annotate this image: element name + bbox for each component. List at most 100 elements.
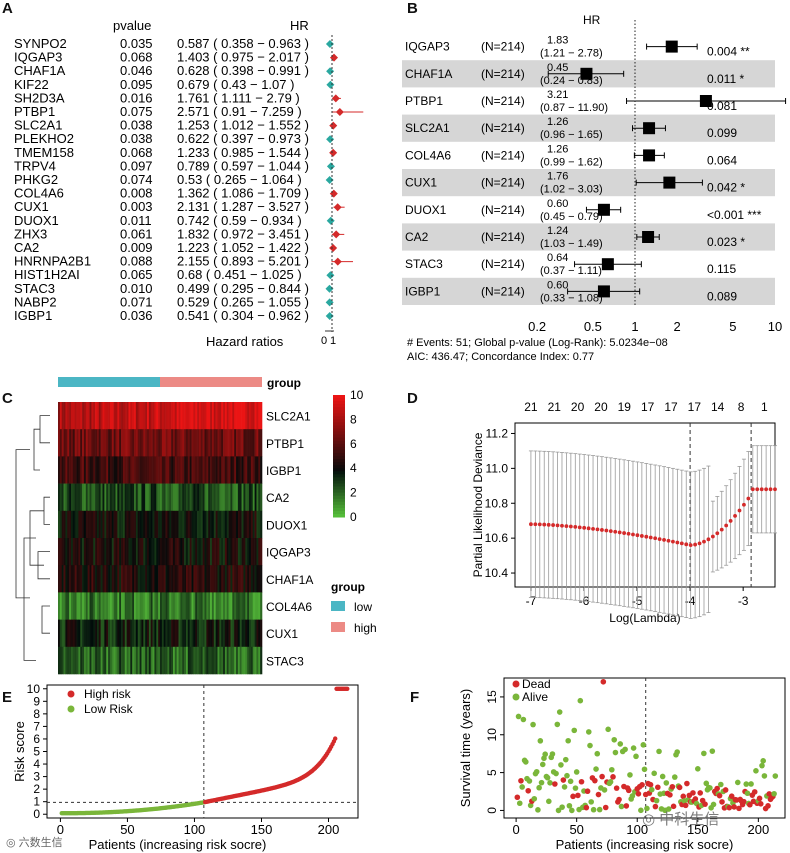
heatmap-cell	[87, 402, 90, 430]
alive-point	[539, 761, 546, 768]
heatmap-cell	[63, 538, 66, 566]
heatmap-cell	[187, 565, 190, 593]
alive-point	[531, 795, 538, 802]
heatmap-cell	[111, 483, 114, 512]
heatmap-cell	[174, 456, 177, 484]
heatmap-cell	[198, 456, 202, 484]
heatmap-cell	[148, 483, 152, 512]
heatmap-cell	[245, 429, 248, 457]
heatmap-cell	[80, 402, 83, 430]
heatmap-cell	[163, 483, 166, 512]
hr-label: 0.541 ( 0.304 − 0.962 )	[177, 308, 309, 323]
heatmap-cell	[193, 510, 196, 539]
heatmap-cell	[156, 619, 159, 648]
heatmap-cell	[171, 402, 174, 430]
top-tick: 14	[711, 400, 725, 414]
scale-cell	[333, 407, 345, 411]
heatmap-cell	[91, 429, 94, 457]
alive-point	[526, 778, 533, 784]
heatmap-cell	[137, 565, 140, 593]
heatmap-cell	[80, 646, 83, 675]
heatmap-cell	[208, 510, 211, 539]
heatmap-cell	[195, 510, 198, 539]
xtick-label: 150	[251, 822, 273, 837]
gene-label: COL4A6	[405, 148, 451, 162]
heatmap-cell	[148, 402, 152, 430]
heatmap-cell	[228, 646, 231, 675]
heatmap-cell	[143, 538, 146, 566]
heatmap-cell	[106, 510, 109, 539]
heatmap-cell	[91, 592, 94, 620]
hr-label: 0.742 ( 0.59 − 0.934 )	[177, 213, 302, 228]
heatmap-cell	[135, 619, 139, 648]
heatmap-cell	[161, 483, 165, 512]
heatmap-cell	[115, 538, 118, 566]
heatmap-cell	[208, 538, 211, 566]
heatmap-cell	[167, 592, 170, 620]
heatmap-cell	[254, 646, 257, 675]
heatmap-cell	[58, 538, 61, 566]
heatmap-cell	[193, 592, 196, 620]
heatmap-cell	[187, 402, 190, 430]
heatmap-cell	[185, 619, 189, 648]
heatmap-cell	[117, 619, 120, 648]
heatmap-cell	[228, 456, 231, 484]
hr-marker	[329, 148, 338, 157]
heatmap-cell	[130, 646, 133, 675]
heatmap-cell	[96, 592, 100, 620]
heatmap-cell	[61, 646, 64, 675]
heatmap-cell	[89, 565, 92, 593]
heatmap-cell	[139, 592, 142, 620]
alive-point	[567, 778, 574, 785]
heatmap-cell	[197, 592, 200, 620]
heatmap-cell	[249, 456, 252, 484]
heatmap-cell	[152, 483, 155, 512]
heatmap-cell	[158, 646, 161, 675]
pvalue-label: 0.016	[120, 90, 153, 105]
heatmap-cell	[143, 402, 146, 430]
dead-point	[697, 790, 704, 796]
heatmap-cell	[215, 510, 218, 539]
heatmap-cell	[91, 565, 94, 593]
heatmap-cell	[219, 646, 222, 675]
heatmap-cell	[258, 592, 261, 620]
heatmap-cell	[223, 402, 226, 430]
heatmap-cell	[182, 402, 185, 430]
alive-point	[594, 750, 601, 757]
heatmap-cell	[243, 646, 246, 675]
heatmap-cell	[187, 646, 190, 675]
heatmap-cell	[185, 483, 189, 512]
heatmap-cell	[113, 402, 116, 430]
heatmap-cell	[245, 402, 248, 430]
hr-label: 0.529 ( 0.265 − 1.055 )	[177, 294, 309, 309]
heatmap-cell	[184, 565, 187, 593]
heatmap-cell	[104, 456, 107, 484]
gene-label: CUX1	[14, 199, 49, 214]
hr-label: 1.233 ( 0.985 − 1.544 )	[177, 145, 309, 160]
heatmap-cell	[76, 429, 79, 457]
heatmap-cell	[83, 565, 87, 593]
heatmap-cell	[200, 592, 203, 620]
heatmap-cell	[243, 565, 246, 593]
heatmap-cell	[210, 456, 213, 484]
heatmap-cell	[72, 538, 75, 566]
heatmap-cell	[226, 565, 229, 593]
hr-label: 1.832 ( 0.972 − 3.451 )	[177, 226, 309, 241]
heatmap-cell	[108, 619, 111, 648]
ytick-label: 11.2	[486, 426, 509, 440]
heatmap-cell	[182, 619, 185, 648]
hr-marker	[325, 284, 334, 293]
heatmap-cell	[96, 565, 100, 593]
heatmap-cell	[239, 646, 242, 675]
heatmap-cell	[198, 619, 202, 648]
alive-point	[538, 779, 545, 786]
heatmap-cell	[224, 646, 228, 675]
heatmap-cell	[234, 510, 237, 539]
heatmap-cell	[158, 592, 161, 620]
scale-tick: 10	[350, 388, 364, 402]
heatmap-cell	[184, 592, 187, 620]
pvalue-label: 0.065	[120, 267, 153, 282]
heatmap-cell	[236, 619, 239, 648]
heatmap-cell	[106, 429, 109, 457]
heatmap-cell	[160, 456, 163, 484]
